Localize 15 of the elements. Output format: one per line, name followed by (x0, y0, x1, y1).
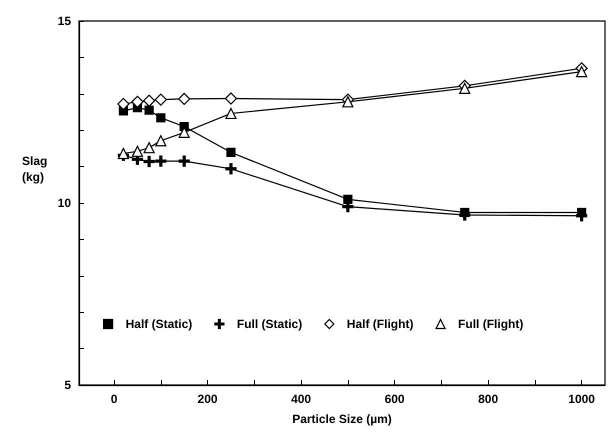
legend-label: Full (Static) (236, 317, 302, 331)
y-axis-title: Slag (kg) (22, 154, 51, 184)
y-tick-label: 5 (64, 378, 72, 392)
legend-label: Half (Static) (126, 317, 192, 331)
x-axis-title: Particle Size (µm) (292, 412, 392, 426)
legend-label: Half (Flight) (346, 317, 414, 331)
y-tick-label: 10 (58, 196, 72, 210)
y-tick-label: 15 (58, 14, 72, 28)
x-tick-label: 0 (110, 392, 118, 406)
x-tick-label: 200 (198, 392, 218, 406)
legend-label: Full (Flight) (458, 317, 524, 331)
x-tick-label: 400 (291, 392, 312, 406)
x-tick-label: 1000 (568, 392, 596, 406)
x-tick-label: 600 (384, 392, 405, 406)
x-tick-label: 800 (478, 392, 498, 406)
